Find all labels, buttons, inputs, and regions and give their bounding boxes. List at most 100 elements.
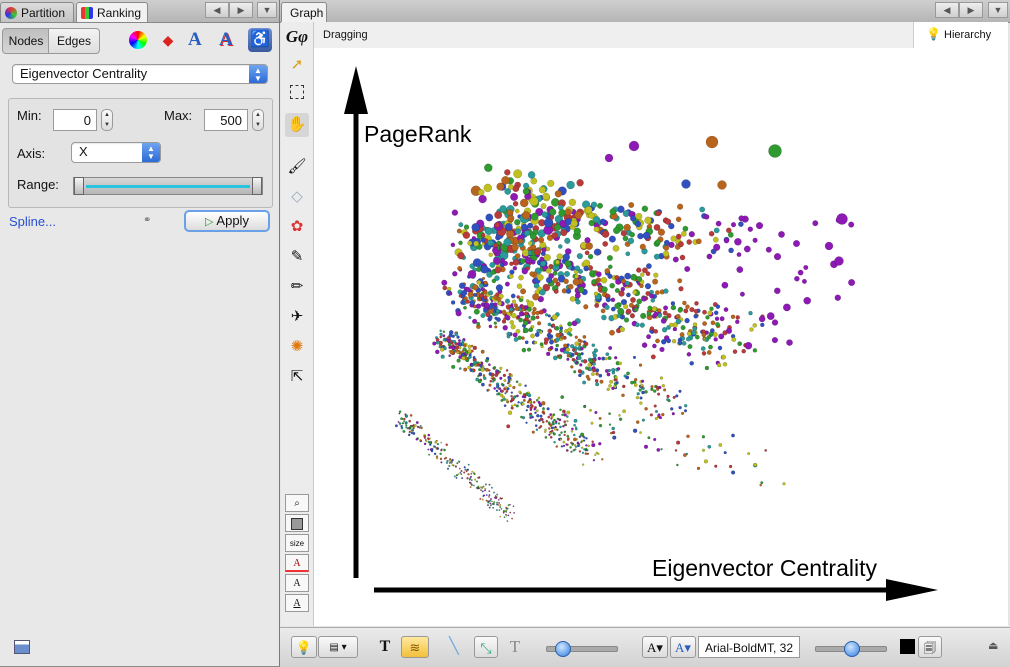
graph-node[interactable] <box>563 278 569 285</box>
graph-node[interactable] <box>639 322 645 328</box>
graph-node[interactable] <box>525 409 529 412</box>
graph-node[interactable] <box>545 351 551 357</box>
graph-node[interactable] <box>495 389 499 393</box>
graph-node[interactable] <box>607 356 612 361</box>
graph-node[interactable] <box>467 240 473 246</box>
graph-node[interactable] <box>713 243 721 251</box>
graph-node[interactable] <box>566 449 569 452</box>
graph-node[interactable] <box>585 242 594 250</box>
graph-node[interactable] <box>661 412 665 417</box>
graph-node[interactable] <box>419 439 422 442</box>
graph-node[interactable] <box>704 365 710 371</box>
graph-node[interactable] <box>439 332 443 336</box>
graph-node[interactable] <box>496 296 502 302</box>
graph-node[interactable] <box>549 424 553 428</box>
max-field[interactable]: 500 <box>204 109 248 131</box>
graph-node[interactable] <box>439 452 442 456</box>
graph-node[interactable] <box>540 203 547 210</box>
graph-node[interactable] <box>812 220 819 227</box>
graph-node[interactable] <box>432 341 437 346</box>
graph-node[interactable] <box>725 327 733 334</box>
graph-node[interactable] <box>504 281 510 287</box>
graph-node[interactable] <box>749 327 754 332</box>
graph-node[interactable] <box>559 347 565 353</box>
graph-node[interactable] <box>680 325 686 331</box>
graph-node[interactable] <box>427 438 430 441</box>
graph-node[interactable] <box>502 373 507 378</box>
graph-node[interactable] <box>587 444 591 448</box>
graph-node[interactable] <box>568 351 572 356</box>
graph-node[interactable] <box>623 317 630 323</box>
graph-node[interactable] <box>641 379 645 383</box>
rect-select-icon[interactable] <box>285 83 309 107</box>
graph-node[interactable] <box>496 182 505 191</box>
graph-node[interactable] <box>506 334 511 339</box>
graph-node[interactable] <box>557 244 563 249</box>
graph-node[interactable] <box>465 286 471 292</box>
label-color-tool-icon[interactable]: A <box>285 554 309 572</box>
graph-node[interactable] <box>475 303 482 309</box>
graph-node[interactable] <box>527 241 533 246</box>
graph-node[interactable] <box>496 493 499 496</box>
graph-node[interactable] <box>554 337 560 343</box>
graph-node[interactable] <box>547 348 552 352</box>
graph-node[interactable] <box>630 215 637 222</box>
graph-node[interactable] <box>672 395 676 399</box>
graph-node[interactable] <box>554 325 560 331</box>
graph-node[interactable] <box>480 349 485 354</box>
graph-node[interactable] <box>636 276 643 282</box>
graph-node[interactable] <box>560 335 565 340</box>
graph-node[interactable] <box>677 278 683 284</box>
graph-node[interactable] <box>477 379 482 384</box>
label-color-swatch[interactable] <box>900 639 915 654</box>
graph-node[interactable] <box>508 372 512 376</box>
graph-node[interactable] <box>794 275 800 282</box>
graph-node[interactable] <box>641 418 645 422</box>
graph-node[interactable] <box>612 244 620 252</box>
graph-node[interactable] <box>580 432 585 437</box>
graph-node[interactable] <box>668 241 675 249</box>
graph-node[interactable] <box>706 350 712 355</box>
graph-node[interactable] <box>599 379 604 384</box>
graph-node[interactable] <box>701 332 707 338</box>
graph-node[interactable] <box>471 470 474 473</box>
graph-node[interactable] <box>571 348 576 352</box>
tab-ranking[interactable]: Ranking <box>76 2 148 22</box>
tab-prev-icon[interactable]: ◀ <box>205 2 229 18</box>
graph-node[interactable] <box>508 273 514 279</box>
graph-node[interactable] <box>760 481 764 485</box>
graph-node[interactable] <box>461 339 465 343</box>
graph-node[interactable] <box>499 515 502 518</box>
graph-node[interactable] <box>589 270 595 276</box>
graph-node[interactable] <box>488 324 493 329</box>
graph-node[interactable] <box>550 426 554 430</box>
graph-node[interactable] <box>501 176 510 185</box>
graph-node[interactable] <box>563 350 567 354</box>
pointer-icon[interactable]: ➚ <box>290 56 304 73</box>
graph-node[interactable] <box>503 379 507 383</box>
label-color-icon[interactable]: A <box>188 29 202 50</box>
graph-node[interactable] <box>533 248 542 256</box>
graph-node[interactable] <box>607 264 613 270</box>
graph-node[interactable] <box>492 503 495 506</box>
graph-node[interactable] <box>516 314 521 319</box>
graph-node[interactable] <box>491 246 499 254</box>
graph-node[interactable] <box>483 290 488 295</box>
graph-node[interactable] <box>610 297 616 303</box>
graph-node[interactable] <box>641 205 649 212</box>
graph-node[interactable] <box>706 335 711 340</box>
graph-node[interactable] <box>650 298 656 303</box>
graph-node[interactable] <box>731 337 737 342</box>
graph-node[interactable] <box>555 332 561 338</box>
graph-node[interactable] <box>520 295 524 300</box>
graph-node[interactable] <box>734 319 740 325</box>
graph-node[interactable] <box>682 453 687 457</box>
graph-node[interactable] <box>478 194 487 204</box>
graph-node[interactable] <box>503 516 506 519</box>
graph-node[interactable] <box>454 332 459 337</box>
window-icon[interactable] <box>14 640 30 654</box>
graph-node[interactable] <box>608 412 611 416</box>
graph-node[interactable] <box>611 370 616 375</box>
graph-node[interactable] <box>747 226 753 232</box>
graph-node[interactable] <box>627 237 635 245</box>
